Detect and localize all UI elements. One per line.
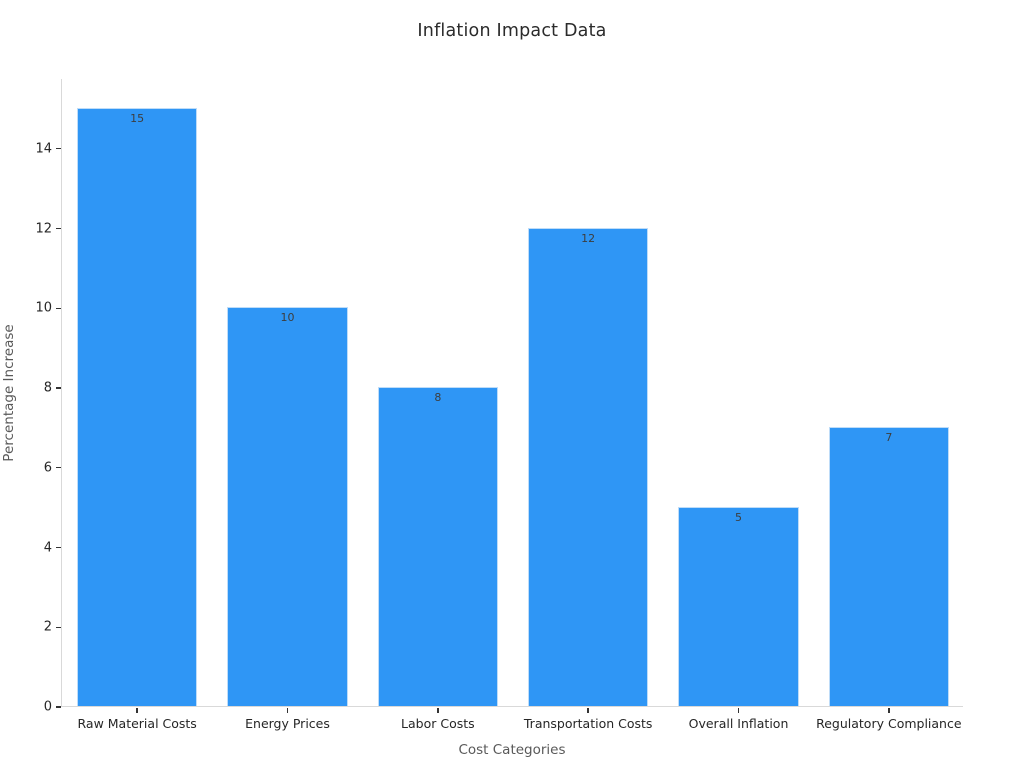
x-axis-title: Cost Categories — [458, 742, 566, 758]
x-tick-mark — [888, 708, 890, 713]
x-tick-mark — [286, 708, 289, 713]
y-tick-mark — [56, 148, 61, 150]
plot-area: 0 2 4 6 8 10 12 14 15 Raw Material Costs 10 Energy … — [35, 79, 963, 731]
y-tick-mark — [56, 626, 61, 628]
x-tick-label: Transportation Costs — [523, 716, 653, 731]
chart-title: Inflation Impact Data — [417, 21, 607, 41]
x-tick-label: Energy Prices — [245, 716, 330, 731]
x-tick-label: Labor Costs — [401, 716, 475, 731]
y-tick-label: 4 — [43, 540, 52, 555]
y-tick-label: 8 — [43, 380, 52, 396]
y-tick-label: 12 — [35, 221, 52, 237]
bar-value-label: 15 — [130, 111, 145, 125]
y-tick-mark — [56, 546, 61, 549]
bar-overall-inflation: 5 — [678, 506, 799, 706]
y-tick-mark — [56, 706, 61, 708]
x-tick-label: Regulatory Compliance — [816, 716, 962, 731]
bar-value-label: 7 — [885, 430, 893, 444]
y-tick-label: 14 — [35, 141, 52, 157]
bar-value-label: 8 — [434, 391, 442, 405]
x-tick-label: Overall Inflation — [688, 716, 789, 731]
bar-regulatory-compliance: 7 — [828, 426, 949, 706]
y-axis-title: Percentage Increase — [1, 324, 17, 462]
bar-value-label: 5 — [734, 510, 742, 524]
x-tick-mark — [587, 708, 589, 713]
y-tick-mark — [56, 307, 61, 309]
y-tick-label: 2 — [43, 619, 52, 635]
bar-energy-prices: 10 — [227, 307, 348, 706]
y-tick-label: 10 — [35, 300, 52, 316]
y-tick-mark — [56, 467, 61, 469]
bar-raw-material-costs: 15 — [77, 107, 198, 706]
x-tick-mark — [737, 708, 740, 713]
y-tick-label: 0 — [43, 699, 52, 715]
y-tick-mark — [56, 387, 61, 389]
y-tick-label: 6 — [43, 460, 52, 476]
x-tick-mark — [437, 708, 439, 713]
bar-value-label: 10 — [280, 311, 295, 325]
y-tick-mark — [56, 227, 61, 230]
x-tick-mark — [136, 708, 138, 713]
bar-value-label: 12 — [581, 231, 596, 245]
bar-transportation-costs: 12 — [528, 227, 649, 706]
x-tick-label: Raw Material Costs — [77, 716, 197, 731]
bar-labor-costs: 8 — [377, 387, 498, 706]
